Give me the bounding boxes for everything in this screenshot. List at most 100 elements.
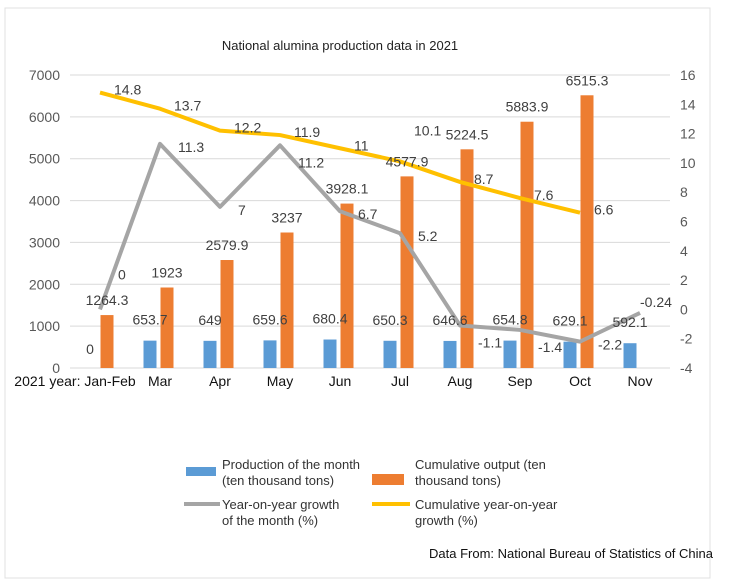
- y-left-tick-label: 6000: [29, 109, 60, 125]
- bar-production-month: [503, 340, 517, 368]
- x-tick-label: Nov: [628, 373, 653, 389]
- bar-cumulative-output: [400, 176, 414, 368]
- data-label-cumulative-output: 3237: [271, 210, 302, 226]
- data-label-yoy-month: 6.7: [358, 206, 378, 222]
- legend-text: (ten thousand tons): [222, 473, 335, 488]
- y-right-tick-label: 4: [680, 243, 688, 259]
- data-label-cumulative-yoy: 11.9: [294, 124, 320, 140]
- bar-production-month: [143, 340, 157, 368]
- y-right-tick-label: 10: [680, 155, 696, 171]
- bar-production-month: [383, 340, 397, 368]
- data-label-cumulative-yoy: 12.2: [234, 120, 261, 136]
- data-label-yoy-month: 0: [118, 266, 126, 282]
- bar-cumulative-output: [460, 149, 474, 368]
- x-tick-label: Mar: [148, 373, 172, 389]
- y-right-tick-label: 6: [680, 214, 688, 230]
- y-left-tick-label: 5000: [29, 151, 60, 167]
- data-label-cumulative-yoy: 8.7: [474, 171, 494, 187]
- legend-cumulative-yoy: Cumulative year-on-year growth (%): [415, 497, 557, 529]
- bar-production-month: [443, 340, 457, 368]
- data-label-production: 646.6: [432, 312, 467, 328]
- bar-production-month: [563, 341, 577, 368]
- data-label-cumulative-yoy: 13.7: [174, 98, 201, 114]
- bar-production-month: [203, 340, 217, 368]
- chart-title: National alumina production data in 2021: [221, 38, 459, 53]
- x-tick-label: Jun: [329, 373, 352, 389]
- data-label-yoy-month: -1.4: [538, 339, 562, 355]
- legend-marker-cumulative-output: [372, 474, 404, 485]
- data-label-yoy-month: 5.2: [418, 228, 438, 244]
- chart-frame: [4, 7, 711, 579]
- x-tick-label: Aug: [448, 373, 473, 389]
- x-tick-label: Sep: [508, 373, 533, 389]
- y-right-tick-label: 14: [680, 96, 696, 112]
- data-label-yoy-month: 11.2: [298, 154, 324, 170]
- data-label-yoy-month: 7: [238, 202, 246, 218]
- legend-production-month: Production of the month (ten thousand to…: [222, 457, 360, 489]
- y-left-tick-label: 2000: [29, 276, 60, 292]
- bar-production-month: [623, 343, 637, 368]
- legend-marker-production-month: [186, 467, 216, 476]
- y-left-tick-label: 3000: [29, 234, 60, 250]
- data-label-cumulative-output: 4577.9: [386, 153, 429, 169]
- x-tick-label: Jul: [391, 373, 409, 389]
- data-label-cumulative-yoy: 10.1: [414, 122, 441, 138]
- data-label-yoy-month: -0.24: [640, 294, 672, 310]
- data-label-cumulative-output: 1923: [151, 265, 182, 281]
- data-label-cumulative-yoy: 7.6: [534, 187, 554, 203]
- legend-text: Production of the month: [222, 457, 361, 472]
- data-label-production: 659.6: [252, 311, 287, 327]
- legend-text: thousand tons): [415, 473, 502, 488]
- data-label-production: 680.4: [312, 311, 347, 327]
- legend-cumulative-output: Cumulative output (ten thousand tons): [415, 457, 546, 489]
- y-right-tick-label: 0: [680, 301, 688, 317]
- data-label-yoy-month: -1.1: [478, 335, 502, 351]
- data-label-production: 654.8: [492, 312, 527, 328]
- legend-yoy-month: Year-on-year growth of the month (%): [222, 497, 339, 529]
- y-right-tick-label: 12: [680, 126, 696, 142]
- data-label-production: 592.1: [612, 314, 647, 330]
- data-label-cumulative-output: 1264.3: [86, 292, 129, 308]
- data-label-production: 0: [86, 341, 94, 357]
- y-left-tick-label: 0: [52, 360, 60, 376]
- legend-text: Cumulative output (ten: [415, 457, 546, 472]
- data-label-cumulative-output: 5883.9: [506, 99, 549, 115]
- x-tick-label: May: [267, 373, 293, 389]
- bar-cumulative-output: [580, 95, 594, 369]
- y-right-tick-label: 16: [680, 67, 696, 83]
- x-tick-label: Oct: [569, 373, 591, 389]
- y-left-tick-label: 1000: [29, 318, 60, 334]
- y-right-tick-label: 8: [680, 184, 688, 200]
- data-label-cumulative-yoy: 6.6: [594, 202, 614, 218]
- data-label-cumulative-output: 5224.5: [446, 126, 489, 142]
- data-label-production: 629.1: [552, 313, 587, 329]
- x-tick-label: Apr: [209, 373, 231, 389]
- line-yoy-month: [98, 141, 641, 344]
- bar-cumulative-output: [160, 287, 174, 368]
- y-left-tick-label: 4000: [29, 193, 60, 209]
- x-tick-label: 2021 year: Jan-Feb: [14, 373, 136, 389]
- legend-text: growth (%): [415, 513, 478, 528]
- legend-text: of the month (%): [222, 513, 319, 528]
- data-label-yoy-month: -2.2: [598, 337, 622, 353]
- data-label-cumulative-output: 3928.1: [326, 181, 369, 197]
- bar-production-month: [263, 340, 277, 368]
- legend-text: Year-on-year growth: [222, 497, 340, 512]
- source-note: Data From: National Bureau of Statistics…: [429, 546, 713, 561]
- bar-cumulative-output: [100, 315, 114, 368]
- y-right-tick-label: 2: [680, 272, 688, 288]
- line-cumulative-yoy: [99, 90, 581, 215]
- bar-cumulative-output: [280, 232, 294, 368]
- bar-cumulative-output: [340, 203, 354, 368]
- data-label-production: 650.3: [372, 312, 407, 328]
- data-label-cumulative-yoy: 11: [354, 137, 369, 153]
- data-label-production: 653.7: [132, 312, 167, 328]
- data-label-yoy-month: 11.3: [178, 139, 204, 155]
- data-label-production: 649: [198, 312, 222, 328]
- y-right-tick-label: -4: [680, 360, 693, 376]
- data-label-cumulative-output: 6515.3: [566, 72, 609, 88]
- data-label-cumulative-output: 2579.9: [206, 237, 249, 253]
- data-label-cumulative-yoy: 14.8: [114, 82, 141, 98]
